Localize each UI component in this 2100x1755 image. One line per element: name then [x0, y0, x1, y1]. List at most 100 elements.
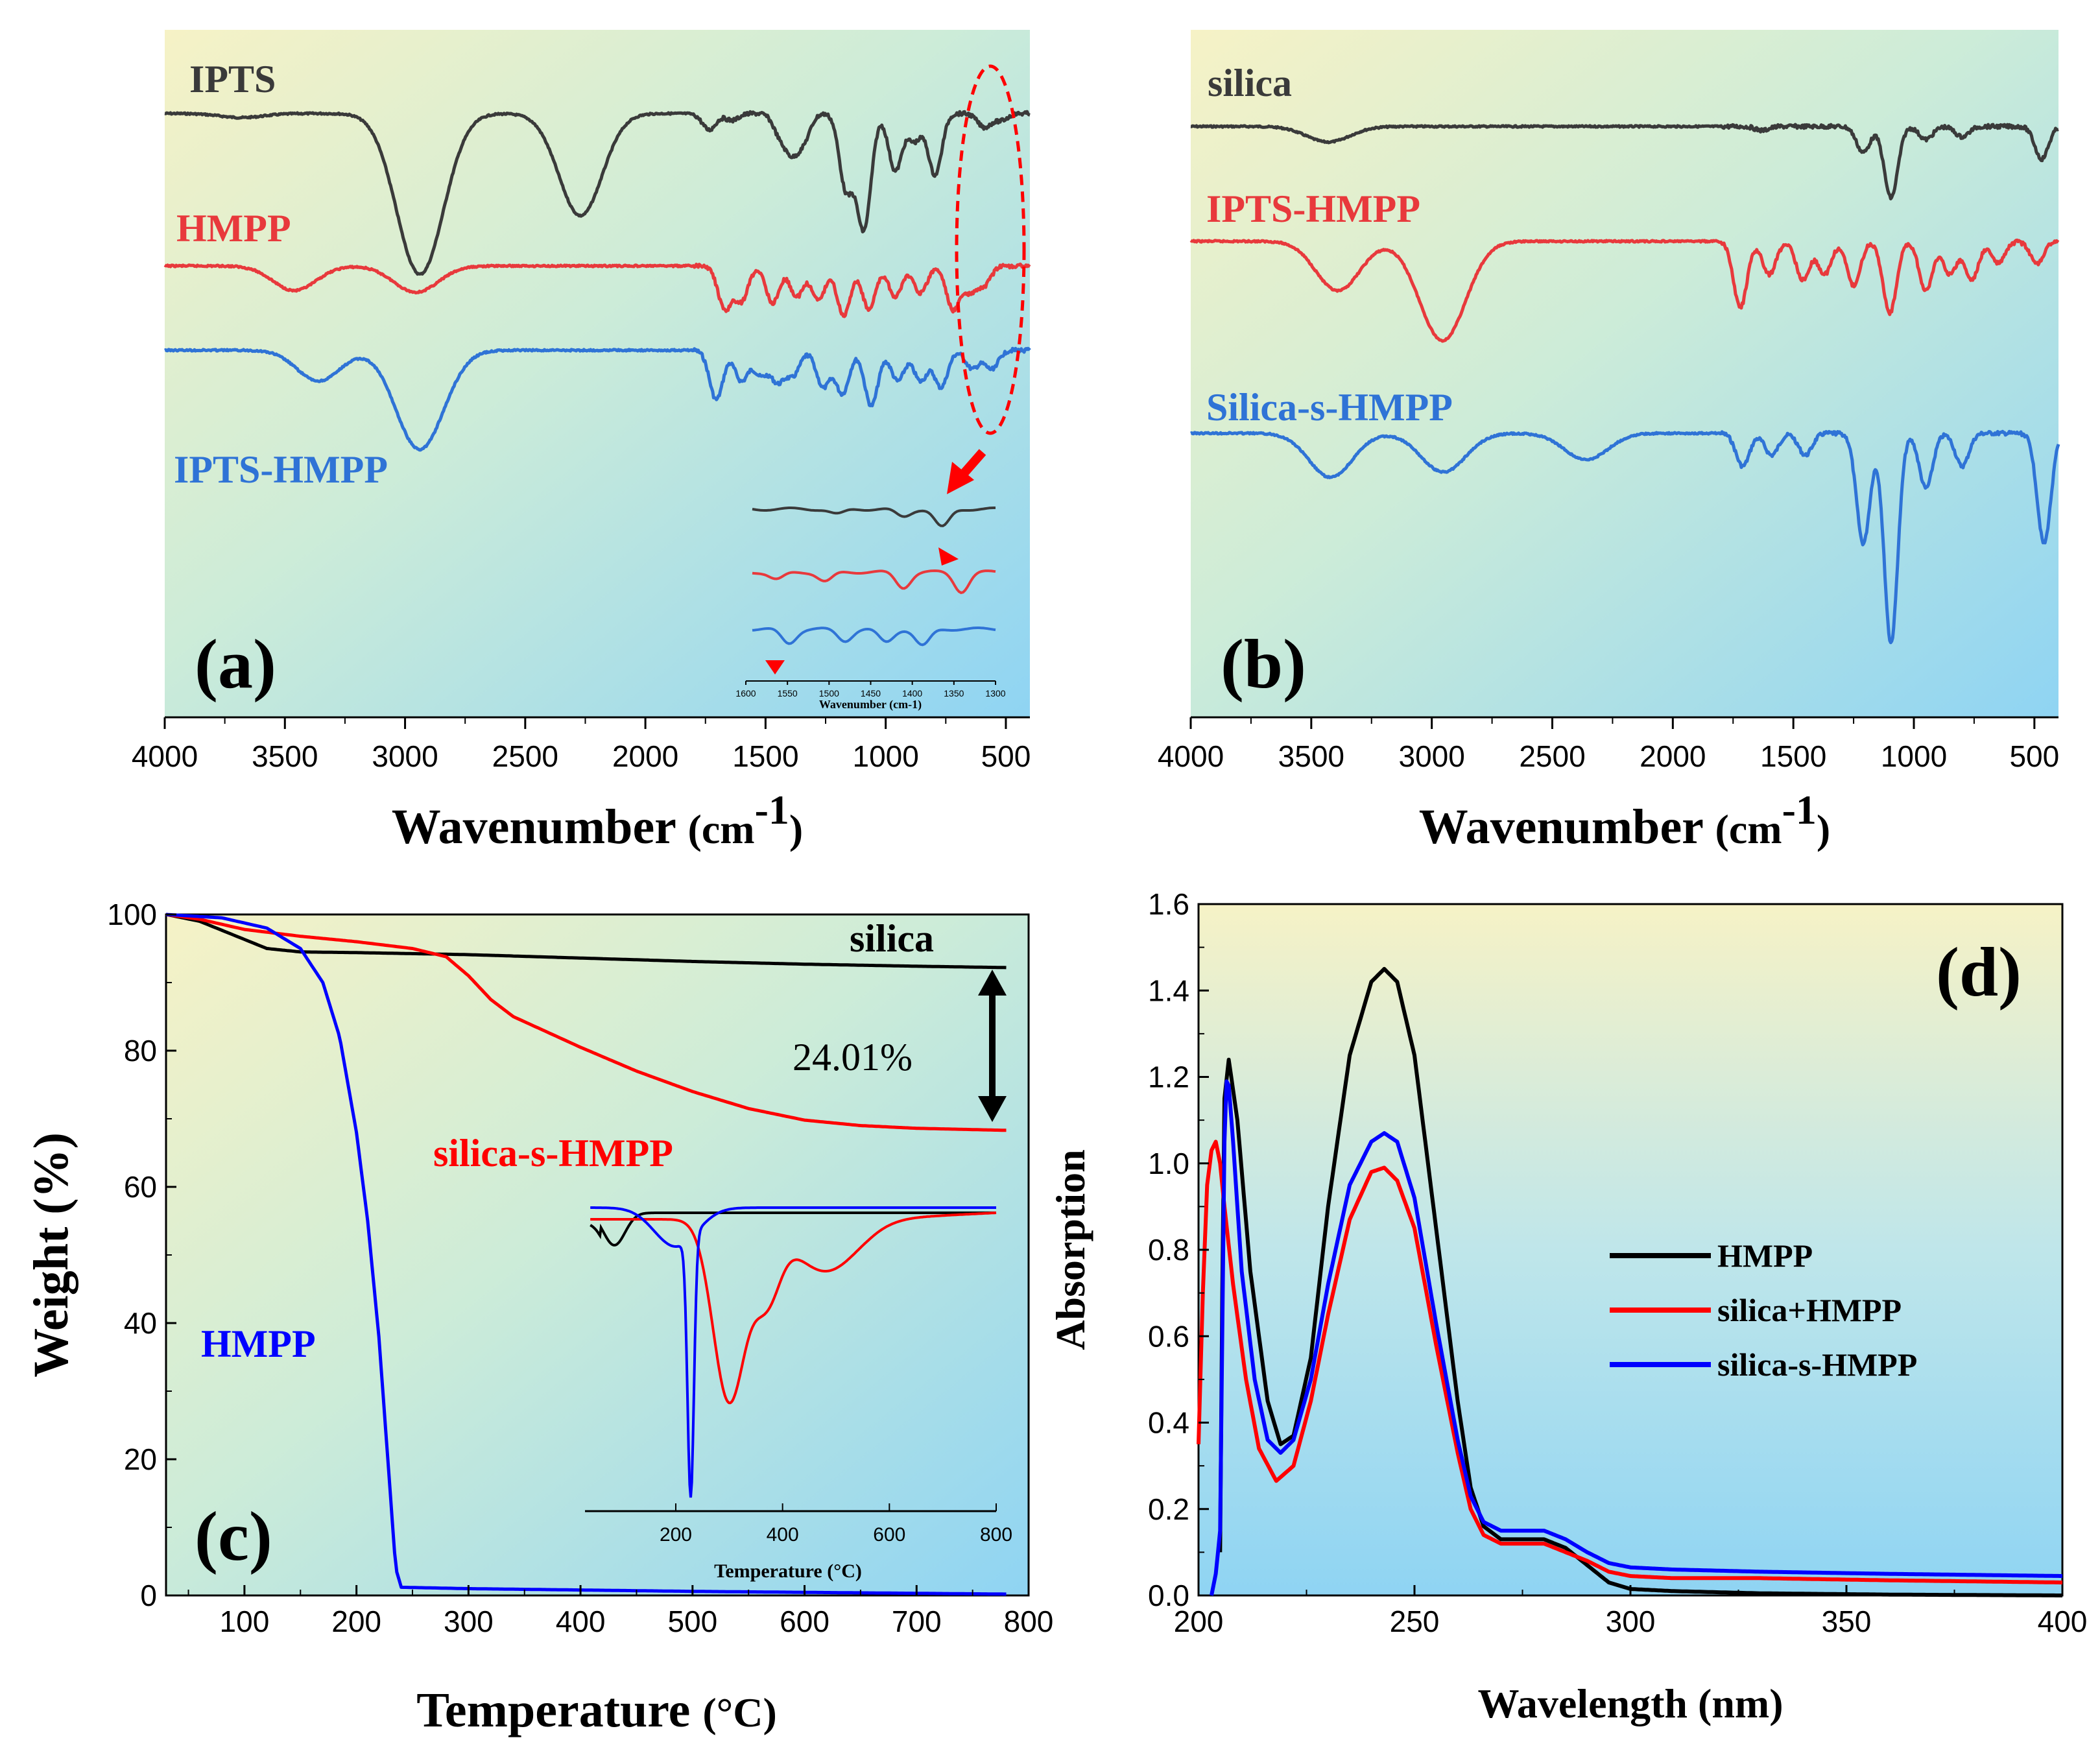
panel-b-plot-area: [1191, 30, 2058, 717]
x-tick-label: 4000: [1158, 739, 1224, 773]
x-tick-label: 2500: [1519, 739, 1585, 773]
inset-a-series-line: [752, 507, 996, 527]
panel-d-xlabel: Wavelength (nm): [1477, 1680, 1783, 1726]
series-silica-hmpp-line: [1197, 1140, 2062, 1584]
panel-c-y-ticks: 0 20 40 60 80 100: [107, 898, 176, 1612]
y-tick-label: 1.0: [1148, 1147, 1189, 1180]
x-tick-label: 400: [2038, 1605, 2088, 1638]
panel-a-label-ipts: IPTS: [189, 58, 276, 101]
inset-a-xlabel: Wavenumber (cm-1): [819, 698, 922, 711]
inset-a-series: [752, 507, 996, 647]
inset-a-tick-label: 1500: [819, 688, 839, 698]
inset-c-ticks: 200 400 600 800: [660, 1503, 1012, 1546]
x-tick-label: 3500: [252, 739, 318, 773]
panel-b-series: [1189, 123, 2060, 645]
panel-a-label-ipts-hmpp: IPTS-HMPP: [174, 448, 388, 491]
y-tick-label: 1.4: [1148, 973, 1189, 1007]
inset-c-xlabel: Temperature (°C): [714, 1560, 862, 1582]
inset-c-series-line: [590, 1212, 996, 1247]
inset-c-series-line: [590, 1212, 997, 1405]
panel-c-letter: (c): [195, 1498, 272, 1575]
panel-a-xlabel: Wavenumber (cm-1): [392, 787, 803, 854]
panel-a: IPTS HMPP IPTS-HMPP 1600 1550 1500 1450 1400…: [132, 30, 1031, 854]
y-tick-label: 0.6: [1148, 1319, 1189, 1353]
panel-d-letter: (d): [1936, 934, 2022, 1011]
panel-b-label-silica-s-hmpp: Silica-s-HMPP: [1206, 386, 1453, 429]
series-ipts-line: [164, 110, 1031, 276]
series-hmpp-line: [1218, 966, 2062, 1597]
inset-a-tick-label: 1600: [735, 688, 756, 698]
inset-a-series-line: [752, 569, 996, 595]
inset-a-tick-label: 1450: [861, 688, 881, 698]
x-tick-label: 200: [1174, 1605, 1224, 1638]
inset-a-series-line: [752, 627, 996, 647]
x-tick-label: 600: [780, 1605, 829, 1638]
panel-d: (d) HMPP silica+HMPP silica-s-HMPP 200 25…: [1047, 887, 2087, 1726]
panel-b-label-ipts-hmpp: IPTS-HMPP: [1206, 187, 1420, 230]
x-tick-label: 100: [220, 1605, 270, 1638]
series-ipts-hmpp-line: [164, 346, 1031, 452]
panel-c-xlabel: Temperature (°C): [416, 1683, 777, 1737]
y-tick-label: 0.4: [1148, 1406, 1189, 1440]
x-tick-label: 1500: [1760, 739, 1826, 773]
x-tick-label: 2000: [612, 739, 678, 773]
y-tick-label: 0.8: [1148, 1233, 1189, 1267]
inset-a-tick-label: 1550: [778, 688, 798, 698]
x-tick-label: 3000: [1398, 739, 1464, 773]
y-tick-label: 1.6: [1148, 887, 1189, 921]
panel-a-series: [163, 110, 1031, 452]
inset-c-tick-label: 400: [767, 1524, 799, 1546]
x-tick-label: 2000: [1640, 739, 1706, 773]
legend-label-silica-hmpp: silica+HMPP: [1717, 1292, 1902, 1328]
y-tick-label: 20: [124, 1442, 157, 1476]
x-tick-label: 400: [556, 1605, 606, 1638]
x-tick-label: 350: [1822, 1605, 1872, 1638]
panel-c-x-ticks: 100 200 300 400 500 600 700 800: [187, 1585, 1053, 1638]
x-tick-label: 1000: [1881, 739, 1947, 773]
x-tick-label: 200: [331, 1605, 381, 1638]
x-tick-label: 1500: [732, 739, 798, 773]
panel-b-xlabel: Wavenumber (cm-1): [1419, 787, 1830, 854]
inset-a-tick-label: 1400: [902, 688, 922, 698]
y-tick-label: 80: [124, 1034, 157, 1068]
panel-b-x-ticks: 4000 3500 3000 2500 2000 1500 1000 500: [1158, 717, 2059, 773]
y-tick-label: 60: [124, 1170, 157, 1204]
inset-a-tick-label: 1300: [985, 688, 1005, 698]
legend-label-silica-s-hmpp: silica-s-HMPP: [1717, 1346, 1917, 1383]
y-tick-label: 40: [124, 1306, 157, 1340]
series-silica-line: [1190, 123, 2059, 200]
x-tick-label: 3500: [1278, 739, 1344, 773]
inset-c-tick-label: 800: [980, 1524, 1012, 1546]
mass-loss-arrow: [978, 970, 1007, 1122]
inset-a-ticks: 1600 1550 1500 1450 1400 1350 1300: [735, 681, 1006, 698]
y-tick-label: 0: [140, 1579, 157, 1612]
y-tick-label: 0.2: [1148, 1492, 1189, 1526]
inset-c-tick-label: 200: [660, 1524, 692, 1546]
x-tick-label: 300: [444, 1605, 494, 1638]
inset-a-tick-label: 1350: [944, 688, 964, 698]
panel-c: silica silica-s-HMPP HMPP 24.01% 200 400 6…: [24, 898, 1053, 1737]
series-silica-line: [165, 913, 1007, 970]
panel-c-label-hmpp: HMPP: [201, 1322, 316, 1365]
panel-a-x-ticks: 4000 3500 3000 2500 2000 1500 1000 500: [132, 717, 1031, 773]
panel-c-ylabel: Weight (%): [24, 1132, 78, 1378]
inset-marker-2: [765, 660, 785, 675]
panel-d-y-ticks: 0.0 0.2 0.4 0.6 0.8 1.0 1.2 1.4 1.6: [1148, 887, 1209, 1612]
x-tick-label: 250: [1390, 1605, 1440, 1638]
x-tick-label: 500: [2009, 739, 2059, 773]
x-tick-label: 1000: [852, 739, 918, 773]
panel-b-letter: (b): [1221, 626, 1306, 703]
panel-c-inset: 200 400 600 800 Temperature (°C): [585, 1206, 1012, 1582]
panel-a-plot-area: [165, 30, 1030, 717]
inset-marker-1: [938, 547, 959, 566]
legend-label-hmpp: HMPP: [1717, 1237, 1813, 1274]
x-tick-label: 3000: [372, 739, 438, 773]
panel-b: silica IPTS-HMPP Silica-s-HMPP (b) 4000 3…: [1158, 30, 2060, 854]
inset-c-series: [590, 1206, 997, 1498]
mass-loss-value: 24.01%: [793, 1036, 913, 1079]
series-ipts-hmpp-line: [1189, 238, 2060, 343]
inset-c-tick-label: 600: [873, 1524, 905, 1546]
panel-a-label-hmpp: HMPP: [176, 207, 291, 250]
panel-d-ylabel: Absorption: [1047, 1149, 1093, 1350]
panel-d-legend: HMPP silica+HMPP silica-s-HMPP: [1610, 1237, 1917, 1383]
